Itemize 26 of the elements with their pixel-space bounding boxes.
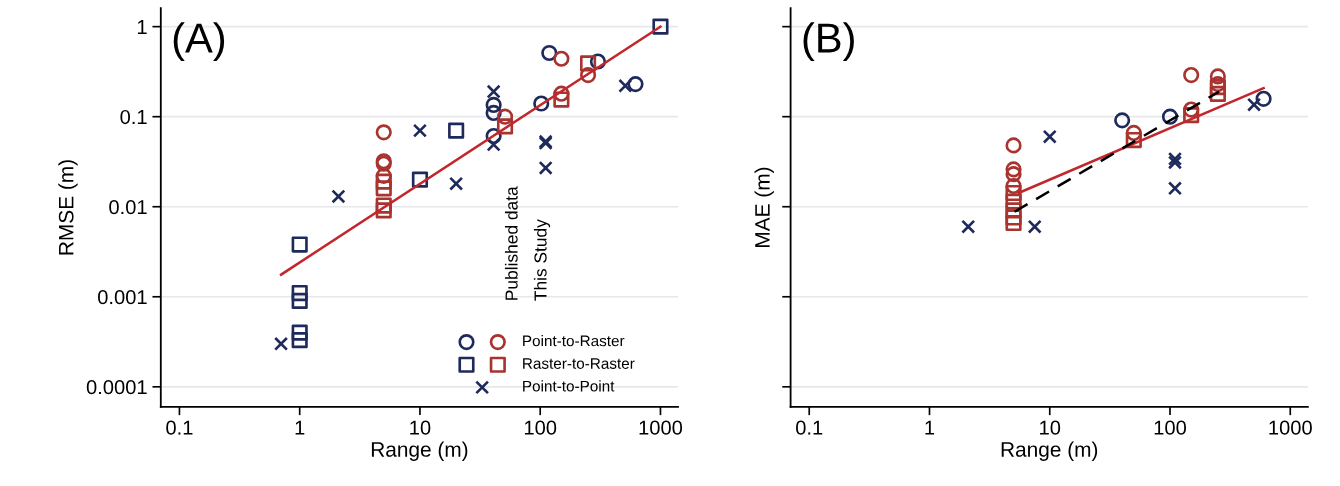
- y-tick-label: 0.1: [120, 109, 147, 125]
- x-tick-label: 1000: [639, 420, 683, 435]
- annotation: Published data: [504, 186, 518, 300]
- y-tick-label: 1: [137, 20, 147, 34]
- x-axis-title: Range (m): [371, 441, 468, 461]
- x-tick-label: 1: [295, 420, 305, 435]
- y-axis-title: RMSE (m): [58, 160, 78, 255]
- annotation: This Study: [533, 219, 551, 301]
- x-tick-label: 100: [524, 420, 557, 435]
- x-tick-label: 0.1: [796, 420, 823, 435]
- x-tick-label: 1000: [1269, 420, 1312, 435]
- legend-label: Point-to-Raster: [523, 335, 625, 347]
- legend-label: Raster-to-Raster: [523, 358, 635, 369]
- x-tick-label: 1: [925, 420, 935, 435]
- x-tick-label: 10: [410, 420, 431, 435]
- annotation: (A): [173, 22, 225, 62]
- x-tick-label: 10: [1040, 420, 1061, 435]
- annotation: (B): [803, 22, 854, 62]
- x-tick-label: 100: [1154, 420, 1187, 435]
- legend-label: Point-to-Point: [523, 380, 615, 392]
- x-tick-label: 0.1: [166, 420, 193, 435]
- y-tick-label: 0.001: [98, 290, 147, 305]
- y-tick-label: 0.01: [109, 199, 147, 215]
- x-axis-title: Range (m): [1001, 441, 1098, 461]
- y-tick-label: 0.0001: [86, 380, 147, 395]
- y-axis-title: MAE (m): [754, 167, 774, 247]
